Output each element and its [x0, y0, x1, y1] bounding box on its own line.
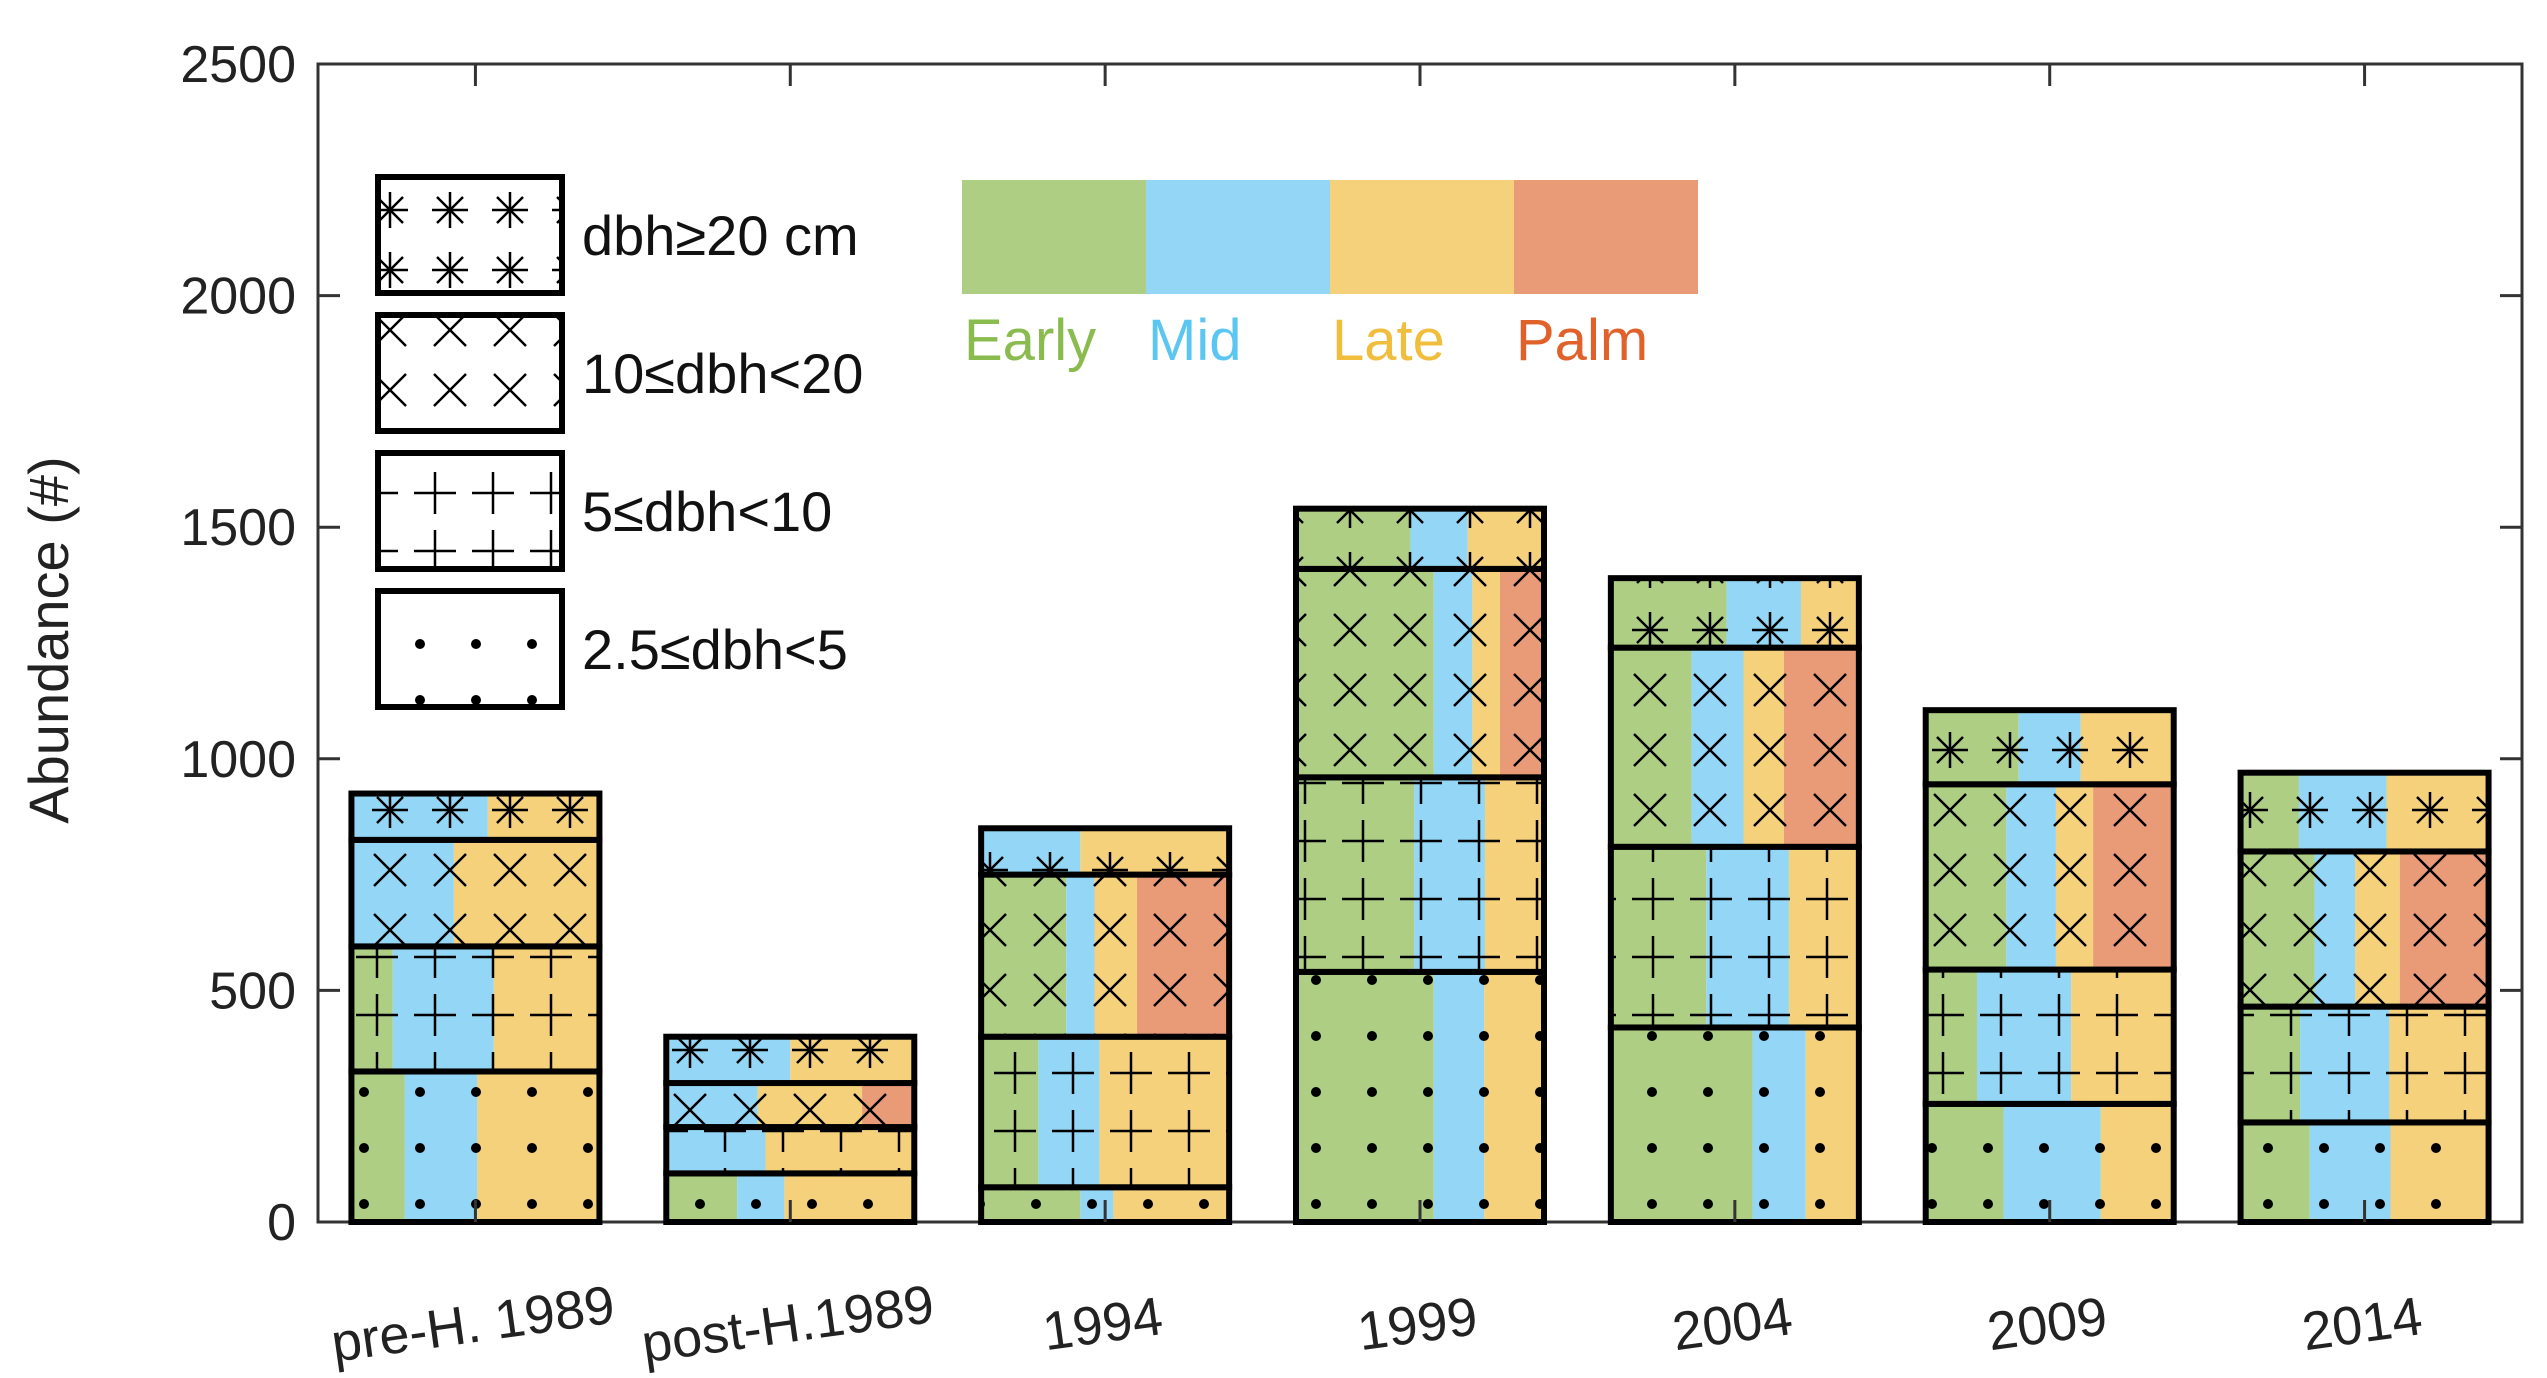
segment-outline-star [348, 790, 603, 843]
hatch-plus [351, 946, 600, 1072]
hatch-star [981, 828, 1230, 875]
x-tick-label: 1994 [1039, 1286, 1166, 1362]
x-tick-label: post-H.1989 [638, 1274, 938, 1374]
group-legend-swatch [1330, 180, 1514, 294]
size-legend-swatch [375, 450, 565, 572]
hatch-star [1925, 710, 2174, 785]
bar-2004 [1607, 575, 1862, 1226]
size-legend-label: 5≤dbh<10 [582, 480, 832, 543]
y-axis-label: Abundance (#) [17, 456, 80, 823]
segment-outline-star [1922, 707, 2177, 788]
size-legend-item-cross: 10≤dbh<20 [375, 312, 863, 434]
size-legend-swatch [375, 174, 565, 296]
x-tick-label: 2009 [1984, 1286, 2111, 1362]
group-legend-item-palm: Palm [1514, 180, 1698, 373]
hatch-plus [1925, 969, 2174, 1104]
hatch-star [1296, 508, 1544, 569]
group-legend-item-mid: Mid [1146, 180, 1330, 373]
hatch-cross [2240, 851, 2489, 1007]
hatch-cross [1925, 784, 2174, 970]
hatch-cross [666, 1083, 915, 1128]
segment-outline-star [978, 825, 1233, 878]
bar-pre-h-1989 [348, 790, 603, 1225]
size-class-legend: dbh≥20 cm 10≤dbh<20 5≤dbh<10 2.5≤dbh<5 [375, 174, 863, 710]
y-tick-label: 0 [267, 1194, 296, 1252]
hatch-plus [2240, 1006, 2489, 1123]
group-legend-label: Palm [1516, 308, 1648, 373]
bar-1994 [978, 825, 1233, 1226]
x-tick-label: 1999 [1354, 1286, 1481, 1362]
hatch-star [2240, 772, 2489, 852]
segment-outline-star [2237, 769, 2492, 855]
size-legend-label: 2.5≤dbh<5 [582, 618, 848, 681]
successional-group-legend: Early Mid Late Palm [962, 180, 1698, 373]
group-legend-label: Early [964, 308, 1096, 373]
bar-2009 [1922, 707, 2177, 1226]
hatch-star [666, 1036, 915, 1084]
size-legend-swatch [375, 312, 565, 434]
segment-outline-star [663, 1033, 918, 1087]
bar-1999 [1293, 505, 1547, 1226]
size-legend-item-star: dbh≥20 cm [375, 174, 859, 296]
y-tick-label: 2500 [180, 36, 296, 94]
hatch-cross [1610, 647, 1859, 847]
hatch-plus [1610, 846, 1859, 1028]
group-legend-label: Mid [1148, 308, 1241, 373]
y-axis: 0 500 1000 1500 2000 2500 [180, 36, 2522, 1252]
hatch-star [351, 793, 600, 840]
hatch-cross [351, 839, 600, 947]
group-legend-swatch [1146, 180, 1330, 294]
group-legend-swatch [1514, 180, 1698, 294]
group-legend-swatch [962, 180, 1146, 294]
y-tick-label: 2000 [180, 268, 296, 326]
size-legend-label: 10≤dbh<20 [582, 342, 863, 405]
bar-2014 [2237, 769, 2492, 1225]
group-legend-label: Late [1332, 308, 1445, 373]
hatch-cross [1296, 568, 1544, 778]
hatch-plus [1296, 777, 1544, 972]
x-tick-label: pre-H. 1989 [328, 1275, 619, 1374]
segment-outline-star [1293, 505, 1547, 572]
size-legend-label: dbh≥20 cm [582, 204, 859, 267]
x-tick-label: 2004 [1669, 1286, 1796, 1362]
y-tick-label: 1000 [180, 731, 296, 789]
segment-outline-star [1607, 575, 1862, 651]
group-legend-item-late: Late [1330, 180, 1514, 373]
hatch-dots [351, 1071, 600, 1222]
hatch-plus [666, 1127, 915, 1174]
x-tick-label: 2014 [2298, 1286, 2425, 1362]
y-tick-label: 1500 [180, 499, 296, 557]
group-legend-item-early: Early [962, 180, 1146, 373]
bars [348, 505, 2492, 1226]
size-legend-swatch [375, 588, 565, 710]
size-legend-item-plus: 5≤dbh<10 [375, 450, 832, 572]
hatch-dots [1610, 1027, 1859, 1222]
hatch-dots [1296, 971, 1544, 1222]
y-tick-label: 500 [209, 962, 296, 1020]
hatch-cross [981, 874, 1230, 1037]
size-legend-item-dots: 2.5≤dbh<5 [375, 588, 848, 710]
bar-post-h-1989 [663, 1033, 918, 1226]
hatch-star [1610, 578, 1859, 648]
hatch-plus [981, 1036, 1230, 1188]
